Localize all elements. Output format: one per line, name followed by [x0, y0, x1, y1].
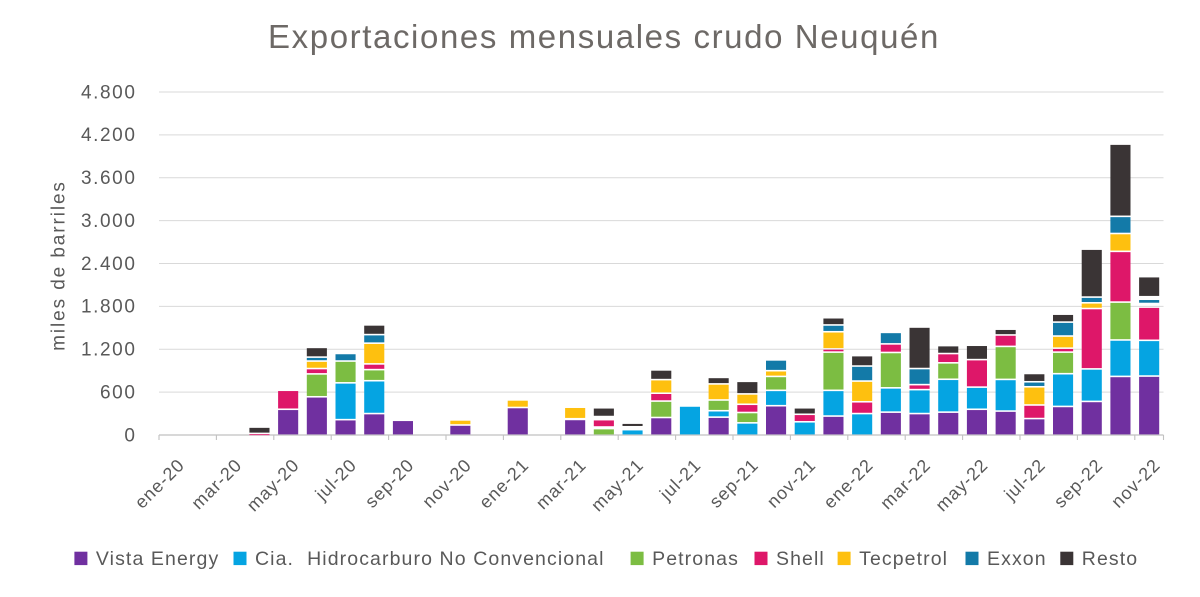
svg-text:3.600: 3.600: [81, 168, 137, 189]
svg-text:miles de barriles: miles de barriles: [49, 180, 70, 351]
svg-text:Tecpetrol: Tecpetrol: [859, 548, 948, 570]
svg-text:600: 600: [100, 382, 137, 403]
svg-text:0: 0: [124, 425, 136, 446]
svg-text:3.000: 3.000: [81, 211, 137, 232]
svg-text:Exxon: Exxon: [987, 548, 1047, 570]
svg-text:Exportaciones mensuales crudo: Exportaciones mensuales crudo Neuquén: [268, 18, 940, 55]
svg-text:Vista Energy: Vista Energy: [96, 548, 219, 570]
svg-text:1.800: 1.800: [81, 297, 137, 318]
svg-text:Petronas: Petronas: [652, 548, 739, 570]
svg-text:Resto: Resto: [1082, 548, 1138, 570]
svg-text:2.400: 2.400: [81, 254, 137, 275]
svg-text:4.800: 4.800: [81, 82, 137, 103]
svg-text:Shell: Shell: [776, 548, 825, 570]
svg-text:1.200: 1.200: [81, 340, 137, 361]
svg-text:4.200: 4.200: [81, 125, 137, 146]
svg-text:Cia. Hidrocarburo No Convenci: Cia. Hidrocarburo No Convencional: [255, 548, 605, 570]
